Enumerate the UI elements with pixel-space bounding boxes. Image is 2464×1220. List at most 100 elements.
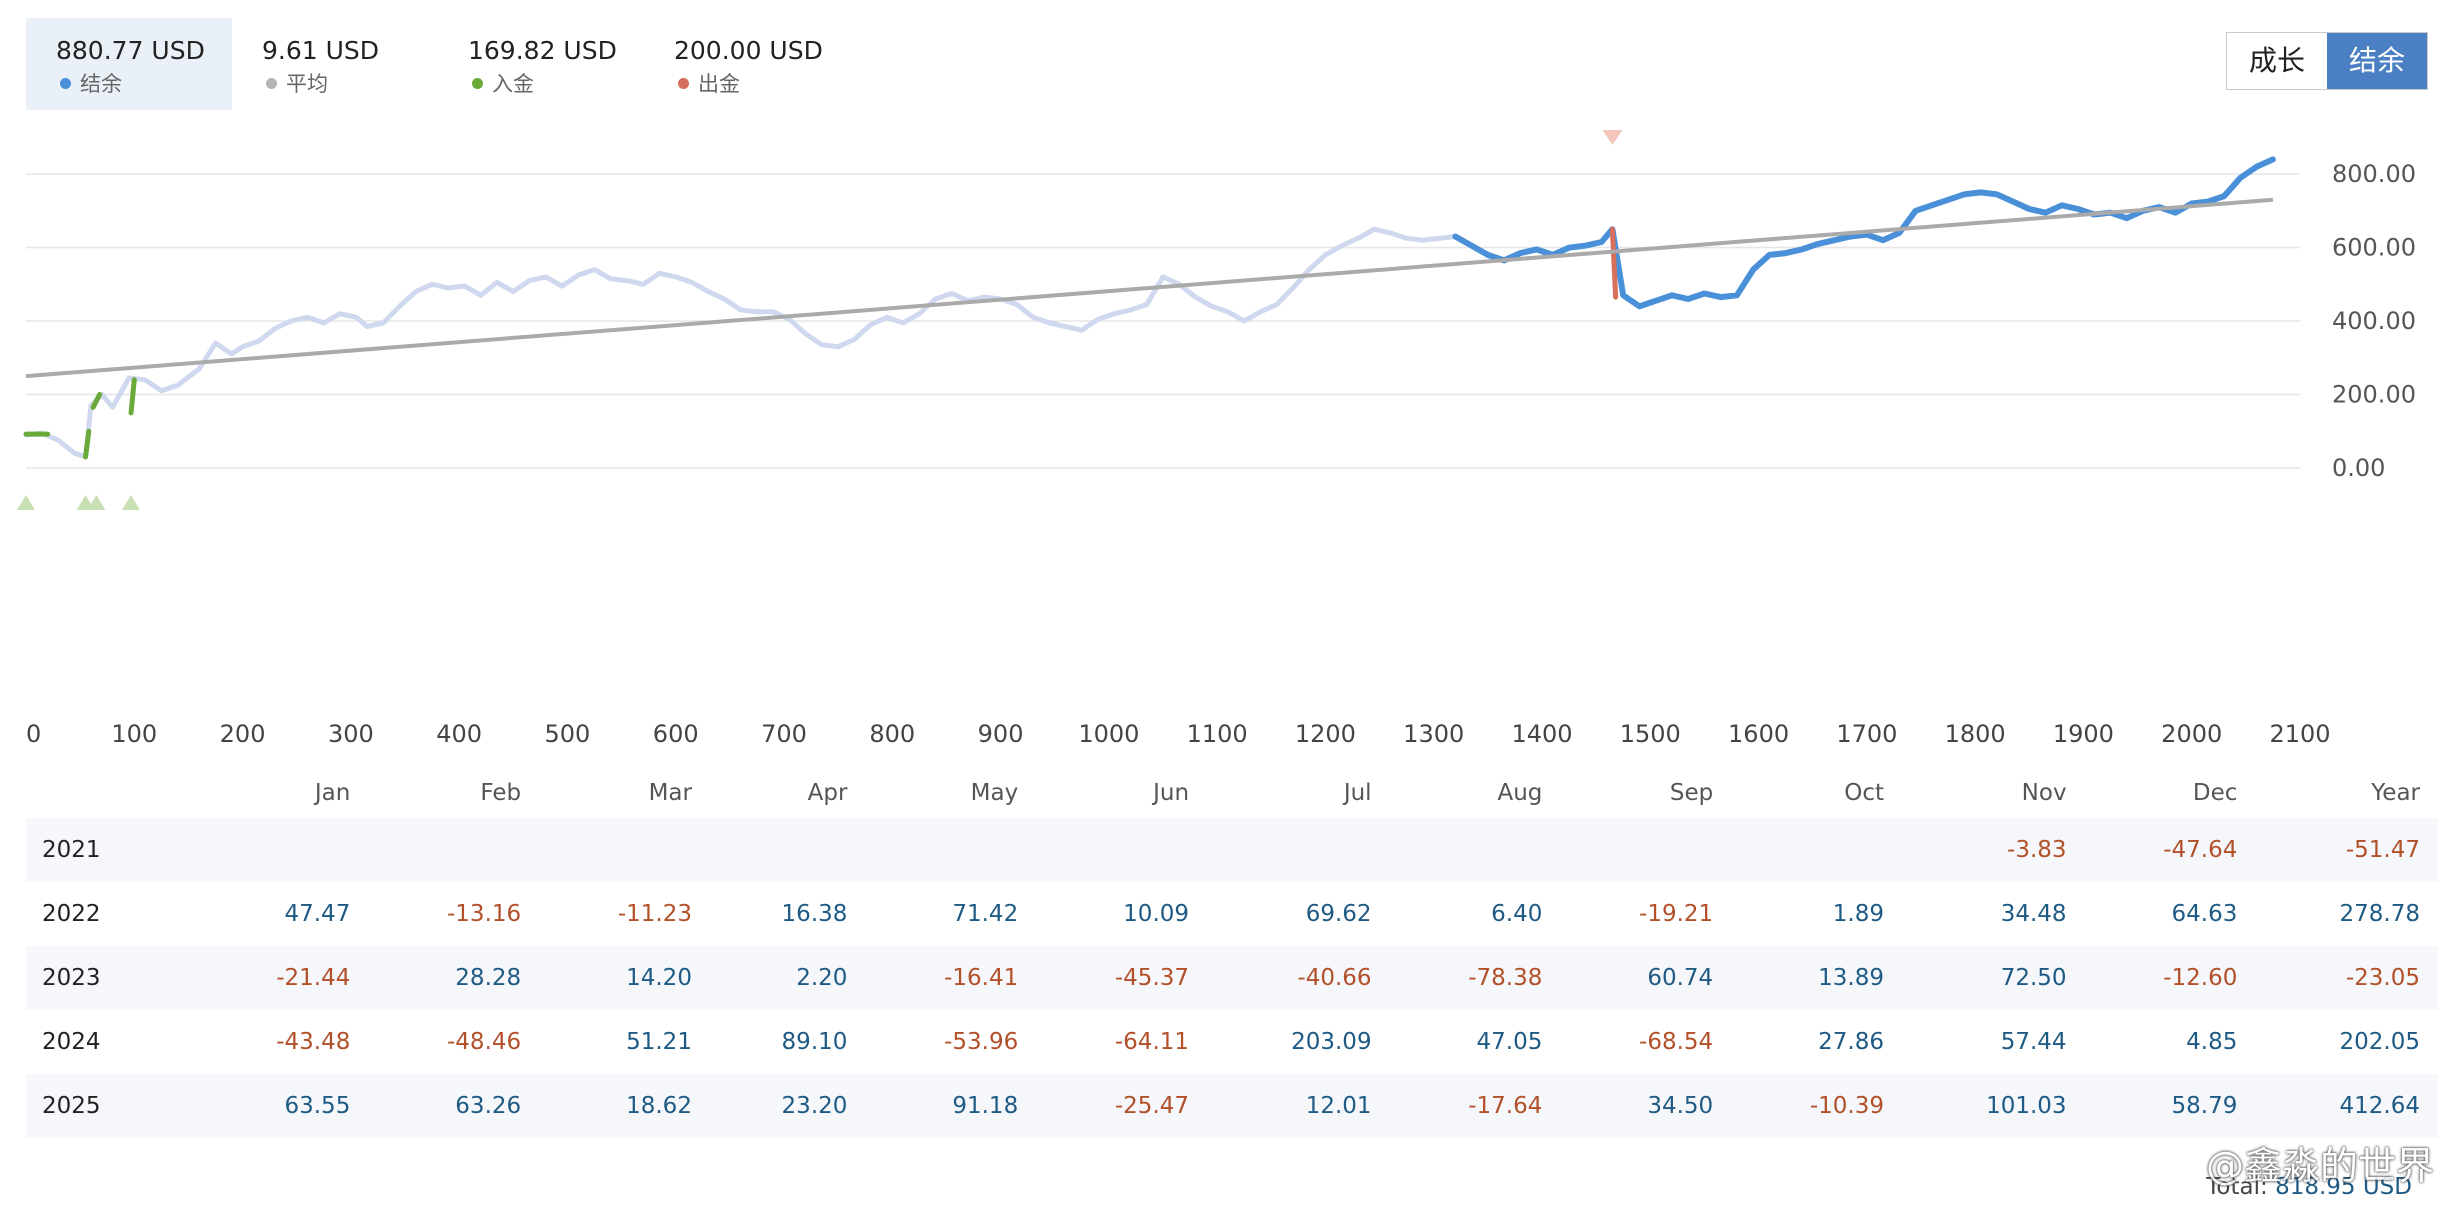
- y-tick-label: 600.00: [2332, 234, 2416, 262]
- table-cell: 47.47: [284, 901, 351, 927]
- table-row: 2024 -43.48 -48.46 51.21 89.10 -53.96 -64.11 20…: [26, 1010, 2438, 1074]
- table-cell: -13.16: [447, 901, 522, 927]
- table-cell: 64.63: [2171, 901, 2238, 927]
- table-cell: -43.48: [276, 1029, 351, 1055]
- y-axis: 0.00 200.00 400.00 600.00 800.00: [2332, 160, 2416, 482]
- table-cell: 4.85: [2186, 1029, 2238, 1055]
- month-column-header: Dec: [2192, 780, 2238, 806]
- table-cell: -12.60: [2084, 946, 2256, 1010]
- stat-withdrawal-label: 出金: [698, 72, 740, 96]
- stat-withdrawal-amount: 200.00 USD: [674, 36, 823, 65]
- table-cell: -21.44: [197, 946, 369, 1010]
- month-column-header: Year: [2371, 780, 2420, 806]
- month-column-header: Mar: [648, 780, 692, 806]
- x-tick-label: 1000: [1078, 720, 1139, 748]
- x-tick-label: 800: [869, 720, 915, 748]
- x-tick-label: 0: [26, 720, 41, 748]
- row-year: 2022: [42, 901, 101, 927]
- month-column-header: Jul: [1343, 780, 1372, 806]
- trend-line: [25, 197, 2274, 379]
- withdrawal-segment: [1609, 226, 1619, 300]
- month-column-header: Jun: [1153, 780, 1190, 806]
- chart-markers: [17, 130, 1623, 510]
- chart-grid: [26, 173, 2300, 469]
- x-tick-label: 1300: [1403, 720, 1464, 748]
- y-tick-label: 400.00: [2332, 307, 2416, 335]
- table-cell: -51.47: [2255, 818, 2438, 882]
- y-tick-label: 200.00: [2332, 380, 2416, 408]
- month-column-header: Aug: [1497, 780, 1543, 806]
- table-cell: [1560, 818, 1732, 882]
- month-column-header: Jan: [314, 780, 351, 806]
- x-tick-label: 1900: [2053, 720, 2114, 748]
- withdrawal-marker-icon: [1602, 130, 1623, 145]
- stat-balance-label: 结余: [80, 72, 122, 96]
- x-tick-label: 1500: [1620, 720, 1681, 748]
- table-cell: 202.05: [2339, 1029, 2420, 1055]
- table-cell: -17.64: [1389, 1074, 1561, 1138]
- table-cell: [865, 818, 1037, 882]
- view-toggle: 成长 结余: [2226, 32, 2428, 90]
- row-year: 2021: [26, 818, 198, 882]
- x-tick-label: 300: [328, 720, 374, 748]
- growth-button[interactable]: 成长: [2227, 33, 2327, 89]
- table-cell: -19.21: [1639, 901, 1714, 927]
- table-cell: 23.20: [709, 1074, 866, 1138]
- summary-bar: 880.77 USD 结余 9.61 USD 平均 169.82 USD 入金 …: [26, 18, 850, 110]
- deposit-segment: [90, 391, 103, 410]
- table-cell: -10.39: [1731, 1074, 1903, 1138]
- table-cell: 101.03: [1902, 1074, 2085, 1138]
- history-line: [23, 226, 1458, 460]
- table-cell: -40.66: [1207, 946, 1390, 1010]
- table-cell: 1.89: [1832, 901, 1885, 927]
- table-cell: 18.62: [539, 1074, 710, 1138]
- deposit-dot-icon: [472, 78, 483, 89]
- deposit-segment: [128, 377, 137, 416]
- deposit-marker-icon: [87, 495, 106, 510]
- table-cell: 51.21: [626, 1029, 692, 1055]
- table-cell: -11.23: [617, 901, 692, 927]
- monthly-returns-table: Jan Feb Mar Apr May Jun Jul Aug Sep Oct Nov Dec Year…: [26, 768, 2438, 1138]
- chart-series: [23, 156, 2276, 460]
- stat-average-amount: 9.61 USD: [262, 36, 380, 65]
- table-cell: 203.09: [1291, 1029, 1372, 1055]
- stat-balance[interactable]: 880.77 USD 结余: [26, 18, 232, 110]
- table-cell: 47.05: [1476, 1029, 1543, 1055]
- table-cell: 28.28: [368, 946, 540, 1010]
- x-tick-label: 700: [761, 720, 807, 748]
- balance-button[interactable]: 结余: [2327, 33, 2427, 89]
- table-cell: 34.48: [2000, 901, 2067, 927]
- table-cell: [709, 818, 866, 882]
- month-column-header: Apr: [807, 780, 848, 806]
- table-body: 2021 -3.83 -47.64 -51.47 2022 47.47 -13.16 -11.…: [26, 818, 2438, 1138]
- table-row: 2022 47.47 -13.16 -11.23 16.38 71.42 10.09 69.6…: [26, 882, 2438, 946]
- stat-average[interactable]: 9.61 USD 平均: [232, 18, 438, 110]
- table-cell: 58.79: [2084, 1074, 2256, 1138]
- table-cell: 57.44: [2000, 1029, 2067, 1055]
- balance-line: [1452, 156, 2276, 310]
- deposit-segment: [83, 428, 92, 460]
- table-cell: 2.20: [709, 946, 866, 1010]
- x-tick-label: 1400: [1511, 720, 1572, 748]
- table-cell: 10.09: [1123, 901, 1190, 927]
- month-column-header: Sep: [1669, 780, 1714, 806]
- table-cell: -25.47: [1036, 1074, 1208, 1138]
- table-cell: [1389, 818, 1561, 882]
- table-row: 2021 -3.83 -47.64 -51.47: [26, 818, 2438, 882]
- stat-deposit-label: 入金: [492, 72, 534, 96]
- total-value: 818.95 USD: [2275, 1174, 2412, 1200]
- stat-withdrawal[interactable]: 200.00 USD 出金: [644, 18, 850, 110]
- table-cell: 72.50: [1902, 946, 2085, 1010]
- x-tick-label: 2000: [2161, 720, 2222, 748]
- stat-deposit[interactable]: 169.82 USD 入金: [438, 18, 644, 110]
- stat-deposit-amount: 169.82 USD: [468, 36, 617, 65]
- stat-balance-amount: 880.77 USD: [56, 36, 205, 65]
- table-row: 2023 -21.44 28.28 14.20 2.20 -16.41 -45.37 -40.…: [26, 946, 2438, 1010]
- balance-chart: 0.00 200.00 400.00 600.00 800.00 0 100 200 300 4…: [17, 130, 2416, 748]
- table-cell: -64.11: [1114, 1029, 1190, 1055]
- x-tick-label: 1700: [1836, 720, 1897, 748]
- x-tick-label: 100: [111, 720, 157, 748]
- x-tick-label: 200: [220, 720, 266, 748]
- x-tick-label: 1200: [1295, 720, 1356, 748]
- row-year: 2023: [26, 946, 198, 1010]
